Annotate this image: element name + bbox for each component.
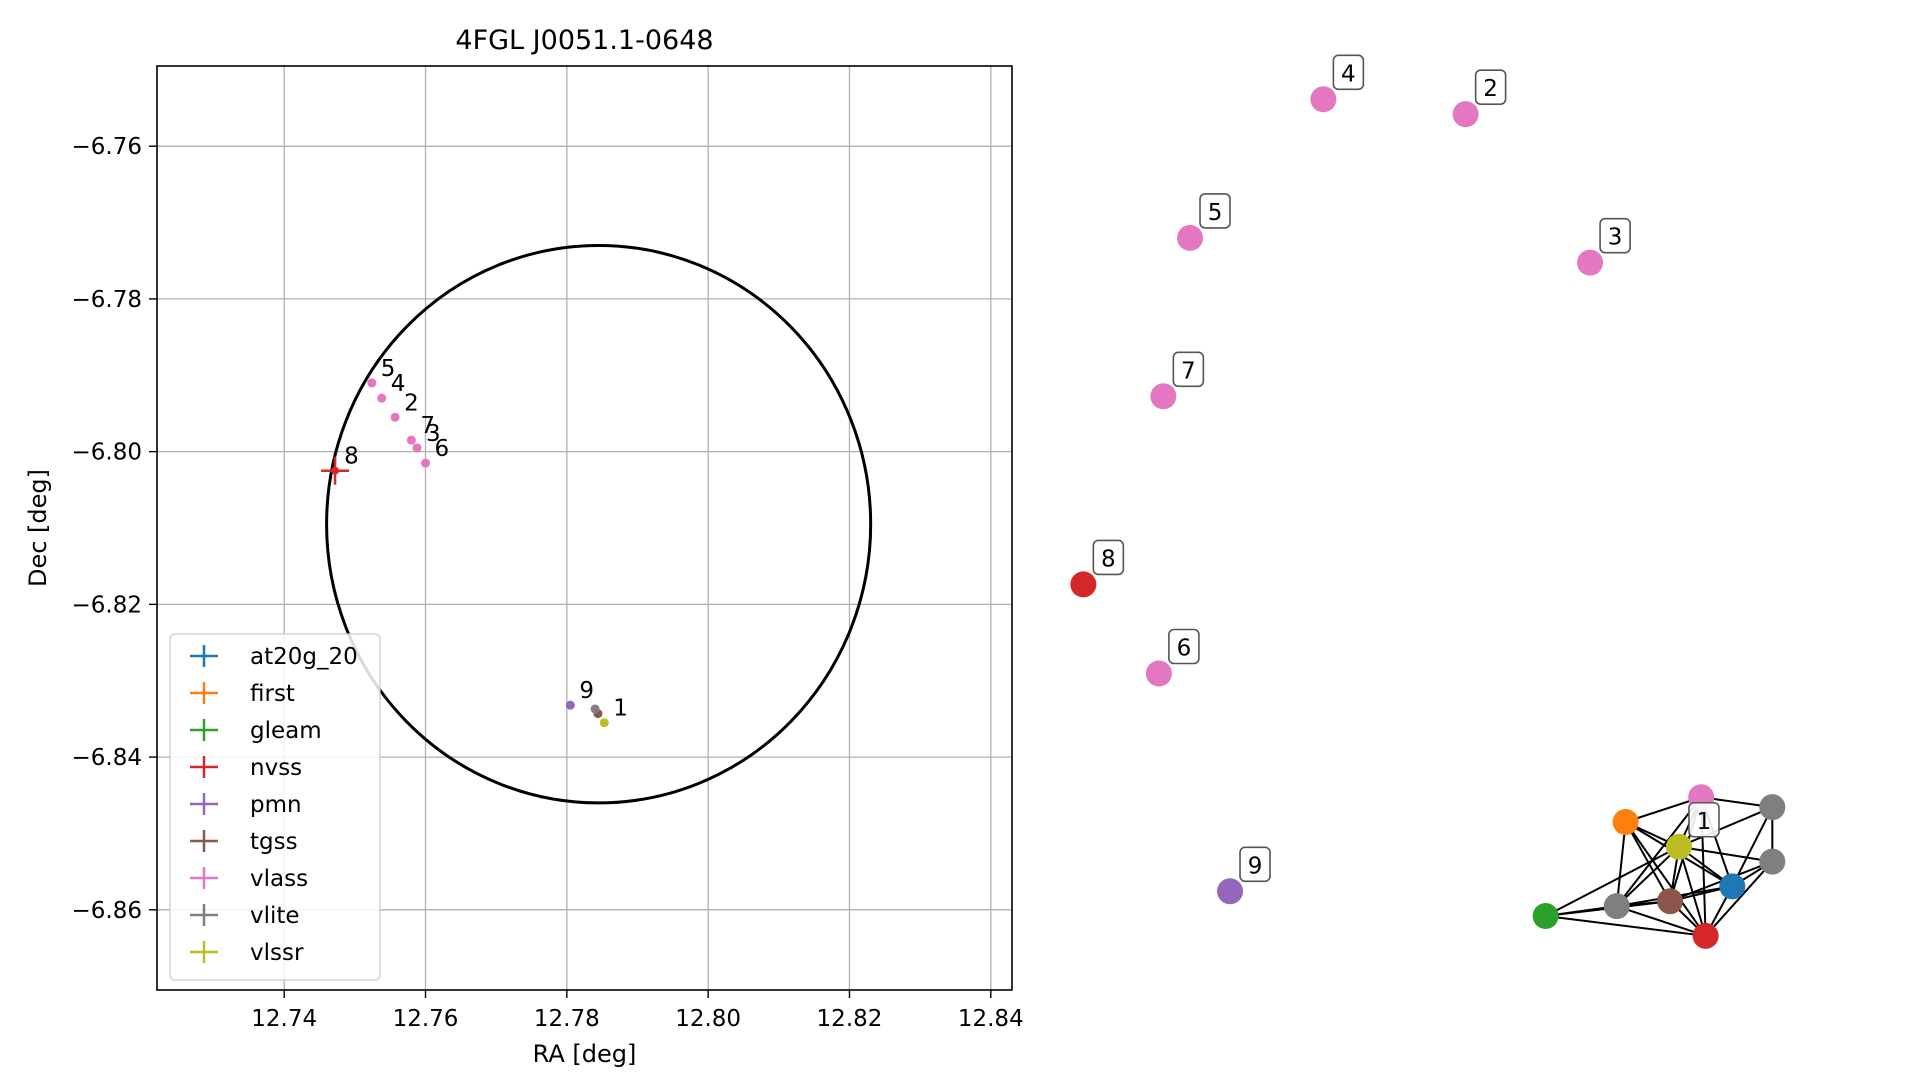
x-tick-label: 12.78 (534, 1006, 600, 1032)
data-point (390, 412, 400, 422)
x-tick-label: 12.82 (817, 1006, 883, 1032)
y-tick-label: −6.82 (72, 592, 142, 618)
data-point (421, 458, 431, 468)
y-tick-label: −6.84 (72, 745, 142, 771)
point-label: 8 (344, 444, 359, 470)
y-tick-label: −6.86 (72, 898, 142, 924)
node-label: 1 (1697, 809, 1712, 835)
graph-edge (1624, 821, 1671, 902)
node-label-box (1172, 351, 1205, 388)
x-tick-label: 12.84 (958, 1006, 1024, 1032)
graph-node (1665, 833, 1692, 860)
legend-label: tgss (250, 829, 298, 855)
point-label: 1 (613, 696, 628, 722)
node-label: 9 (1248, 853, 1263, 879)
graph-edge (1615, 821, 1627, 907)
legend-label: vlass (250, 866, 308, 892)
point-label: 5 (381, 356, 396, 382)
legend-label: vlite (250, 903, 300, 929)
x-tick-label: 12.76 (393, 1006, 459, 1032)
plot-frame (156, 65, 1013, 991)
graph-node (1759, 848, 1786, 875)
legend-label: vlssr (250, 940, 304, 966)
graph-edge (1616, 905, 1706, 937)
x-tick-label: 12.74 (251, 1006, 317, 1032)
data-point (590, 704, 600, 714)
x-axis-label: RA [deg] (533, 1040, 637, 1068)
node-label-box (1092, 539, 1125, 576)
graph-node (1577, 249, 1604, 276)
point-label: 2 (404, 390, 419, 416)
graph-node (1150, 383, 1177, 410)
graph-node (1603, 893, 1630, 920)
legend-box (169, 633, 381, 981)
node-label-box (1688, 801, 1720, 838)
legend-label: at20g_20 (250, 644, 358, 670)
data-point (565, 700, 575, 710)
node-label: 4 (1341, 61, 1356, 87)
legend-label: nvss (250, 755, 302, 781)
graph-node (1692, 922, 1719, 949)
node-label-box (1474, 69, 1507, 105)
network-panel: 4 2 5 3 7 8 6 9 1 (1070, 54, 1786, 949)
graph-node (1217, 878, 1244, 905)
node-label-box (1239, 846, 1271, 883)
node-label-box (1199, 193, 1231, 229)
graph-node (1657, 888, 1684, 915)
y-tick-label: −6.76 (72, 134, 142, 160)
data-point (412, 443, 422, 453)
graph-edge (1678, 846, 1707, 937)
data-point (331, 466, 340, 475)
graph-node (1177, 224, 1204, 251)
node-label-box (1332, 54, 1365, 91)
node-label-box (1168, 628, 1200, 665)
legend-label: gleam (250, 718, 322, 744)
node-label-box (1599, 217, 1631, 254)
graph-edge (1545, 915, 1706, 937)
graph-edge (1615, 796, 1702, 907)
x-tick-label: 12.80 (675, 1006, 741, 1032)
graph-node (1145, 660, 1172, 687)
y-axis-label: Dec [deg] (24, 469, 52, 587)
y-tick-label: −6.80 (72, 440, 142, 466)
graph-node (1452, 101, 1479, 128)
point-label: 6 (435, 436, 450, 462)
point-label: 9 (579, 678, 594, 704)
node-label: 7 (1181, 358, 1196, 384)
graph-edge (1704, 860, 1774, 937)
data-point (599, 718, 609, 728)
graph-node (1612, 809, 1639, 835)
node-label: 8 (1101, 546, 1116, 572)
y-tick-label: −6.78 (72, 287, 142, 313)
uncertainty-ellipse (325, 243, 873, 805)
graph-edge (1678, 845, 1773, 863)
point-label: 3 (426, 421, 441, 447)
chart-title: 4FGL J0051.1-0648 (455, 25, 713, 56)
graph-node (1719, 873, 1746, 900)
legend-label: pmn (250, 792, 302, 818)
graph-edge (1731, 806, 1774, 887)
node-label: 2 (1483, 76, 1498, 102)
graph-node (1070, 571, 1097, 598)
graph-edge (1625, 796, 1702, 823)
node-label: 6 (1177, 636, 1192, 662)
graph-node (1532, 903, 1559, 930)
legend-label: first (250, 681, 295, 707)
point-label: 4 (391, 371, 406, 397)
node-label: 5 (1208, 200, 1223, 226)
data-point (377, 393, 387, 403)
point-label: 7 (420, 413, 435, 439)
node-label: 3 (1608, 225, 1623, 251)
graph-node (1310, 86, 1337, 113)
data-point (367, 378, 377, 388)
graph-edge (1678, 806, 1773, 848)
graph-edge (1624, 821, 1707, 937)
graph-edge (1545, 845, 1680, 917)
graph-node (1759, 794, 1786, 821)
data-point (406, 435, 416, 445)
graph-edge (1616, 846, 1680, 907)
